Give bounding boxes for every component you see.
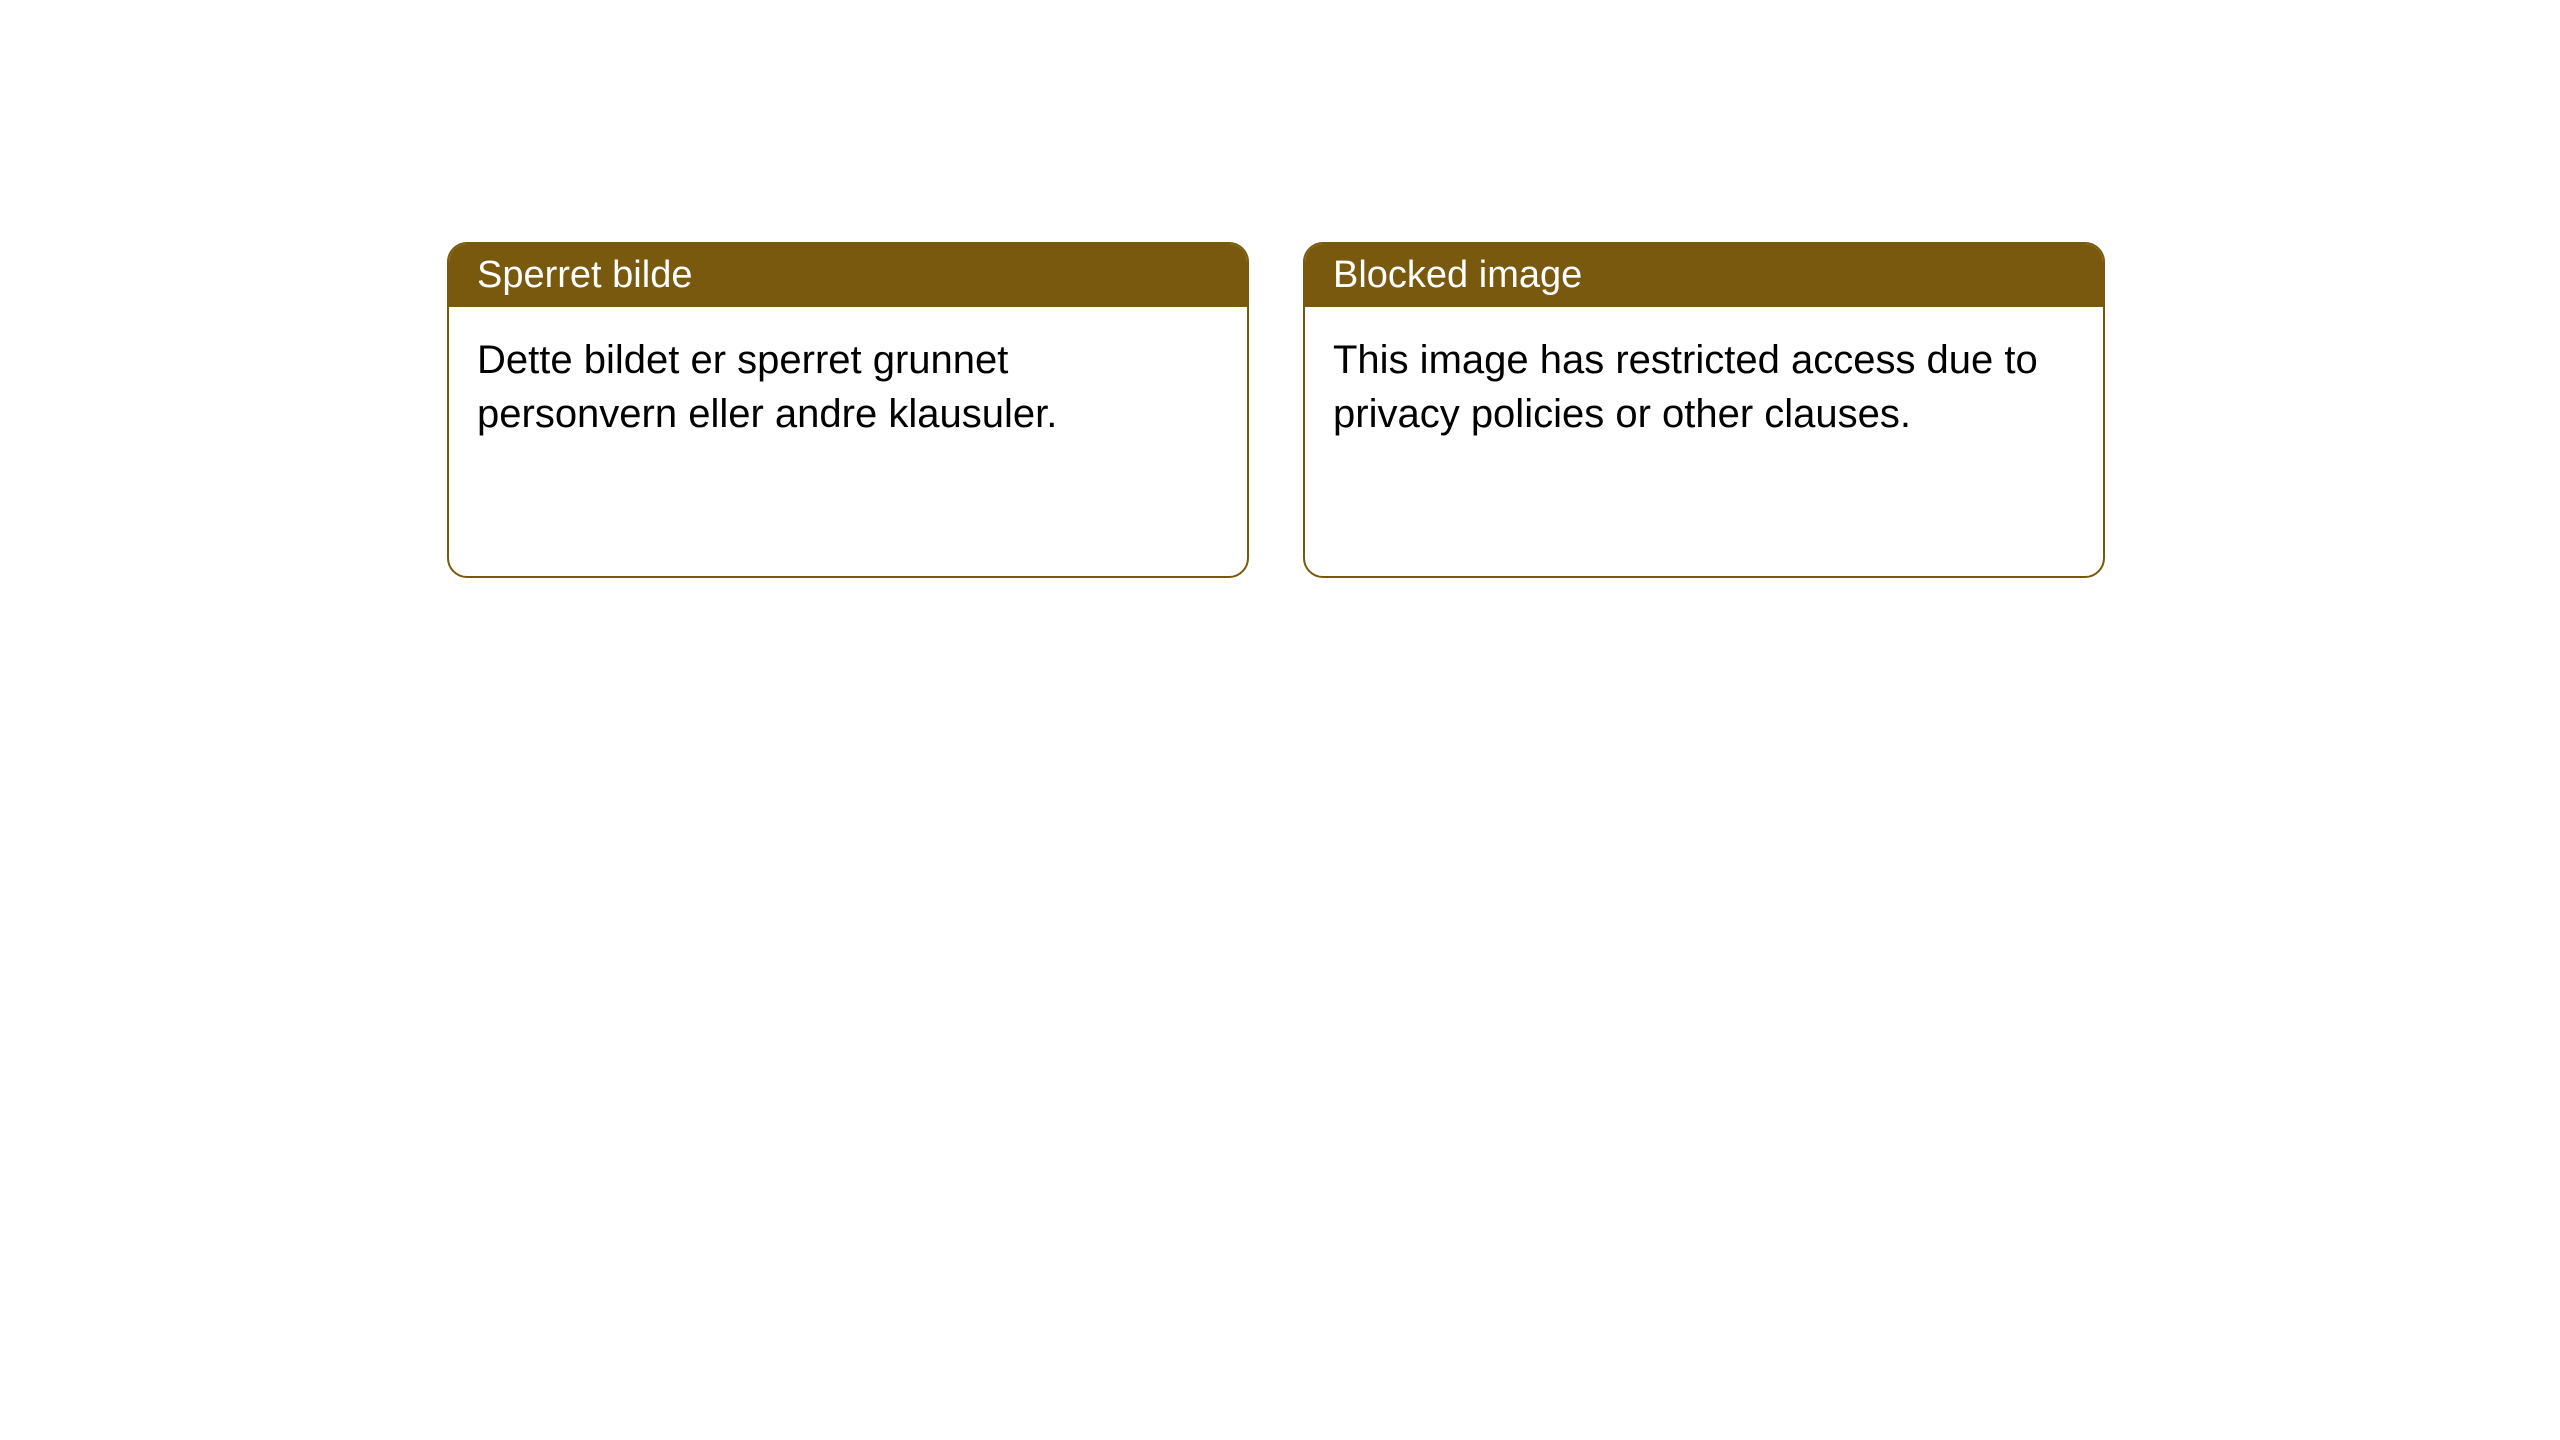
card-body-en: This image has restricted access due to … [1305, 307, 2103, 467]
card-body-no: Dette bildet er sperret grunnet personve… [449, 307, 1247, 467]
card-header-no: Sperret bilde [449, 244, 1247, 307]
blocked-image-notices: Sperret bilde Dette bildet er sperret gr… [447, 242, 2105, 578]
card-header-en: Blocked image [1305, 244, 2103, 307]
blocked-card-en: Blocked image This image has restricted … [1303, 242, 2105, 578]
blocked-card-no: Sperret bilde Dette bildet er sperret gr… [447, 242, 1249, 578]
